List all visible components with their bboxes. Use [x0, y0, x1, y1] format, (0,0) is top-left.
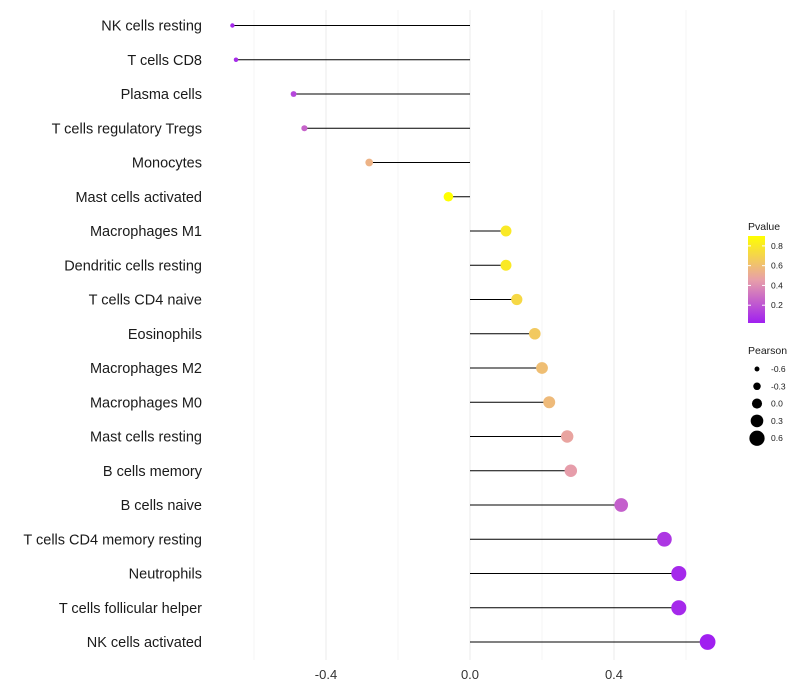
category-label: NK cells activated: [87, 635, 202, 651]
point: [671, 565, 687, 582]
point: [443, 191, 454, 202]
pvalue-legend-label: 0.4: [771, 280, 783, 290]
category-label: Neutrophils: [129, 567, 202, 583]
point: [614, 498, 629, 512]
category-label: Macrophages M2: [90, 361, 202, 377]
point: [365, 158, 374, 167]
pearson-legend-label: 0.0: [771, 399, 783, 409]
stems: [232, 25, 708, 643]
category-label: Plasma cells: [121, 87, 202, 103]
pearson-legend-label: 0.6: [771, 433, 783, 443]
category-label: T cells CD4 memory resting: [23, 532, 202, 548]
point: [699, 634, 716, 650]
x-tick-label: 0.4: [605, 667, 623, 682]
category-label: Monocytes: [132, 156, 202, 172]
pearson-legend-dot: [753, 382, 761, 391]
category-label: Mast cells resting: [90, 430, 202, 446]
pvalue-colorbar: [748, 236, 765, 323]
x-axis-labels: -0.4 0.0 0.4: [315, 667, 623, 682]
category-label: Dendritic cells resting: [64, 258, 202, 274]
pearson-legend-label: -0.6: [771, 364, 786, 374]
pearson-legend-label: -0.3: [771, 381, 786, 391]
pearson-legend-label: 0.3: [771, 416, 783, 426]
pearson-legend-dot: [749, 430, 765, 446]
pvalue-legend: Pvalue 0.8 0.6 0.4 0.2: [748, 221, 783, 323]
category-label: Eosinophils: [128, 327, 202, 343]
point: [233, 57, 239, 62]
point: [301, 125, 308, 132]
pearson-legend-dot: [751, 398, 763, 409]
point: [230, 23, 235, 28]
point: [657, 531, 672, 547]
category-label: Mast cells activated: [75, 190, 202, 206]
point: [528, 327, 541, 340]
point: [536, 362, 548, 374]
category-label: T cells CD4 naive: [89, 293, 202, 309]
category-label: NK cells resting: [101, 19, 202, 35]
point: [564, 464, 578, 477]
category-label: T cells follicular helper: [59, 601, 202, 617]
category-label: Macrophages M1: [90, 224, 202, 240]
category-label: T cells CD8: [127, 53, 202, 69]
category-label: B cells naive: [121, 498, 202, 514]
pearson-legend-dot: [750, 414, 764, 428]
y-axis-labels: NK cells resting T cells CD8 Plasma cells T…: [23, 19, 202, 652]
point: [500, 259, 512, 271]
point: [671, 600, 687, 616]
category-label: T cells regulatory Tregs: [52, 121, 202, 137]
point: [500, 225, 512, 237]
point: [290, 91, 297, 97]
point: [543, 396, 556, 409]
grid-lines: [253, 10, 687, 660]
pvalue-legend-label: 0.2: [771, 300, 783, 310]
pearson-legend-dot: [754, 366, 760, 372]
x-tick-label: -0.4: [315, 667, 337, 682]
point: [561, 430, 574, 443]
points: [230, 23, 716, 650]
point: [511, 293, 523, 306]
pvalue-legend-title: Pvalue: [748, 221, 780, 233]
pvalue-legend-label: 0.6: [771, 261, 783, 271]
category-label: Macrophages M0: [90, 395, 202, 411]
category-label: B cells memory: [103, 464, 203, 480]
x-tick-label: 0.0: [461, 667, 479, 682]
pearson-legend: Pearson -0.6 -0.3 0.0 0.3 0.6: [748, 345, 787, 446]
pearson-legend-title: Pearson: [748, 345, 787, 357]
pvalue-legend-label: 0.8: [771, 241, 783, 251]
